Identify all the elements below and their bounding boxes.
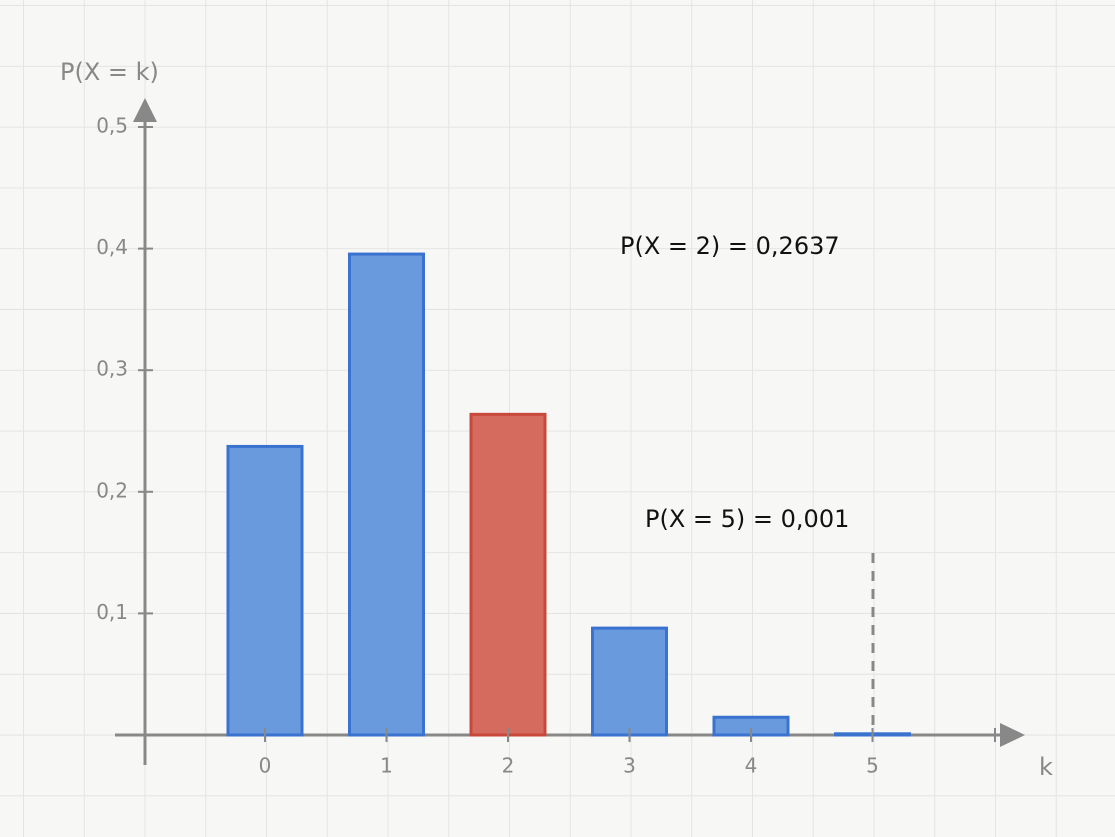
y-tick-label: 0,5 [96, 114, 128, 138]
x-tick-label: 4 [745, 754, 758, 778]
y-axis-label: P(X = k) [60, 58, 159, 86]
y-tick-label: 0,4 [96, 235, 128, 259]
annotation: P(X = 2) = 0,2637 [620, 232, 840, 260]
x-axis-arrow [1000, 723, 1025, 747]
y-tick-label: 0,3 [96, 357, 128, 381]
y-axis-arrow [133, 98, 157, 122]
annotation: P(X = 5) = 0,001 [645, 505, 849, 533]
x-tick-label: 0 [259, 754, 272, 778]
x-tick-label: 5 [866, 754, 879, 778]
x-axis-label: k [1039, 753, 1053, 781]
x-tick-label: 1 [380, 754, 393, 778]
y-tick-label: 0,1 [96, 600, 128, 624]
y-tick-label: 0,2 [96, 478, 128, 502]
bar [348, 252, 425, 737]
bar [591, 626, 668, 737]
bar [226, 444, 304, 737]
x-tick-label: 2 [502, 754, 515, 778]
x-tick-label: 3 [623, 754, 636, 778]
bar [469, 412, 547, 737]
